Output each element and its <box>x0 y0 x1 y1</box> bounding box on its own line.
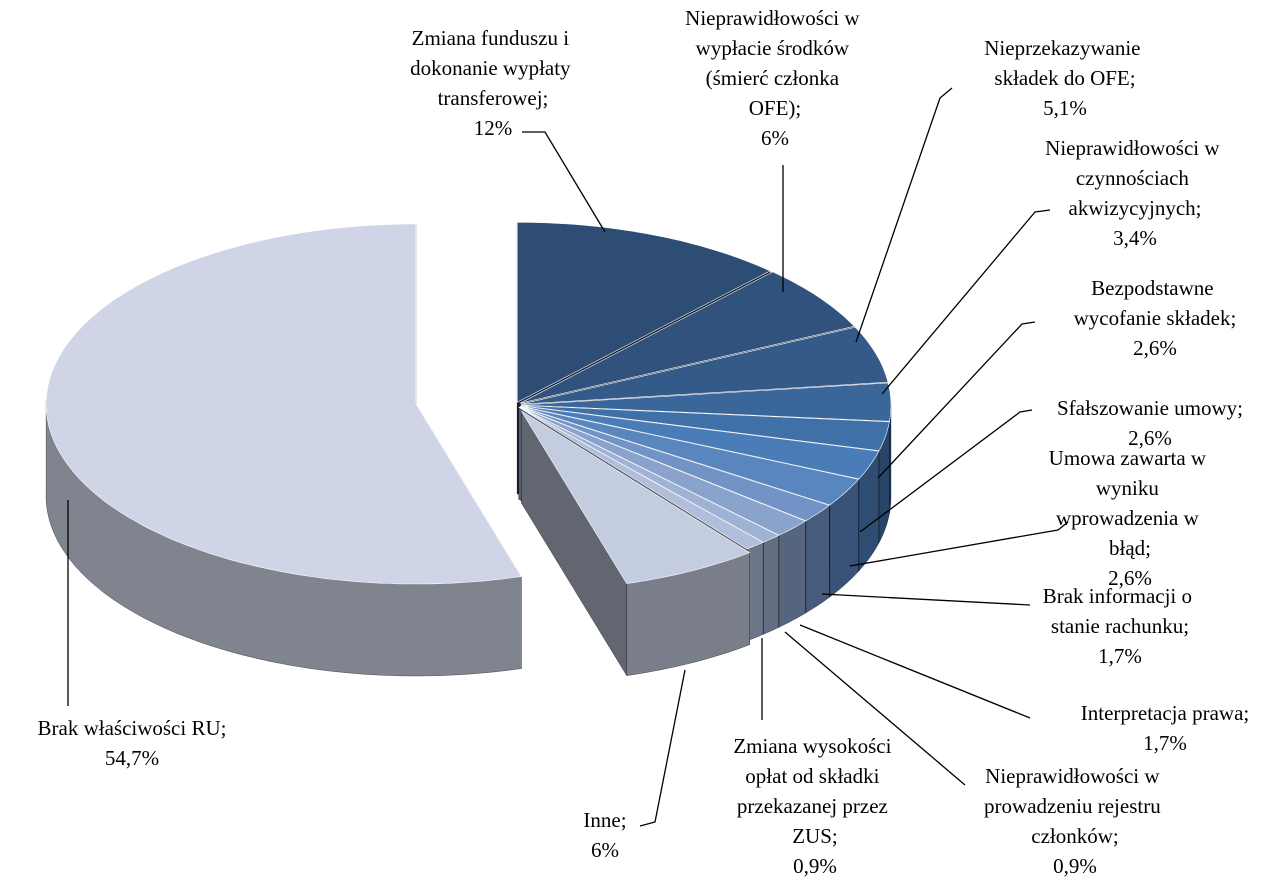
slice <box>520 406 860 506</box>
label-line: członków; <box>1031 824 1118 848</box>
slice <box>519 406 830 522</box>
value-label: 1,7% <box>1098 644 1142 668</box>
label-line: Sfałszowanie umowy; <box>1057 396 1243 420</box>
label-line: przekazanej przez <box>737 794 893 818</box>
slice <box>520 405 880 480</box>
label-line: OFE); <box>749 96 802 120</box>
leader-line <box>877 321 1036 479</box>
category-label: Bezpodstawne wycofanie składek; <box>1074 276 1237 330</box>
label-line: Zmiana wysokości <box>733 734 896 758</box>
category-label: Inne; <box>583 808 626 832</box>
value-label: 3,4% <box>1113 226 1157 250</box>
leader-line <box>849 521 1069 567</box>
label-line: transferowej; <box>438 86 549 110</box>
category-label: Brak informacji o stanie rachunku; <box>1043 584 1198 638</box>
category-label: Zmiana wysokości opłat od składki przeka… <box>733 734 896 848</box>
label-line: Nieprawidłowości w <box>985 764 1165 788</box>
value-label: 12% <box>474 116 513 140</box>
slice <box>519 271 855 404</box>
label-line: wypłacie środków <box>696 36 855 60</box>
label-line: wyniku <box>1096 476 1164 500</box>
value-label: 54,7% <box>105 746 159 770</box>
label-line: wycofanie składek; <box>1074 306 1237 330</box>
label-line: Brak właściwości RU; <box>38 716 227 740</box>
label-line: Nieprawidłowości w <box>1045 136 1225 160</box>
leader-line <box>859 409 1033 533</box>
category-label: Nieprawidłowości w wypłacie środków (śmi… <box>685 6 865 120</box>
slice <box>520 405 890 452</box>
leader-line <box>881 209 1051 395</box>
category-label: Zmiana funduszu i dokonanie wypłaty tran… <box>410 26 576 110</box>
label-line: (śmierć członka <box>706 66 845 90</box>
label-line: akwizycyjnych; <box>1069 196 1202 220</box>
category-label: Nieprzekazywanie składek do OFE; <box>984 36 1146 90</box>
slice-side <box>805 505 830 614</box>
label-line: Interpretacja prawa; <box>1081 701 1249 725</box>
category-label: Brak właściwości RU; <box>38 716 227 740</box>
slice <box>518 406 764 550</box>
value-label: 6% <box>761 126 789 150</box>
value-label: 2,6% <box>1108 566 1152 590</box>
label-line: Inne; <box>583 808 626 832</box>
label-line: Bezpodstawne <box>1091 276 1219 300</box>
leader-line <box>784 631 966 786</box>
slice-side <box>778 520 806 628</box>
category-label: Nieprawidłowości w czynnościach akwizycy… <box>1045 136 1225 220</box>
category-label: Interpretacja prawa; <box>1081 701 1249 725</box>
label-line: dokonanie wypłaty <box>410 56 576 80</box>
category-label: Umowa zawarta w wyniku wprowadzenia w bł… <box>1049 446 1212 560</box>
leader-line <box>855 87 953 343</box>
label-line: ZUS; <box>792 824 838 848</box>
leader-line <box>799 624 1031 719</box>
value-label: 5,1% <box>1043 96 1087 120</box>
label-line: Brak informacji o <box>1043 584 1198 608</box>
label-line: wprowadzenia w <box>1056 506 1204 530</box>
value-label: 0,9% <box>1053 854 1097 878</box>
leader-line <box>639 669 686 827</box>
leader-line <box>522 131 606 233</box>
label-line: opłat od składki <box>745 764 884 788</box>
label-line: Zmiana funduszu i <box>412 26 575 50</box>
label-line: błąd; <box>1109 536 1151 560</box>
value-label: 2,6% <box>1133 336 1177 360</box>
leader-line <box>821 593 1031 606</box>
value-label: 2,6% <box>1128 426 1172 450</box>
slice <box>520 382 892 422</box>
label-line: Nieprzekazywanie <box>984 36 1146 60</box>
label-line: Umowa zawarta w <box>1049 446 1212 470</box>
slice <box>521 410 751 584</box>
category-label: Nieprawidłowości w prowadzeniu rejestru … <box>984 764 1166 848</box>
label-line: Nieprawidłowości w <box>685 6 865 30</box>
value-label: 0,9% <box>793 854 837 878</box>
label-line: stanie rachunku; <box>1051 614 1189 638</box>
category-label: Sfałszowanie umowy; <box>1057 396 1243 420</box>
slice <box>519 406 807 536</box>
slice-side <box>763 535 779 635</box>
slice <box>516 222 771 403</box>
label-line: składek do OFE; <box>994 66 1135 90</box>
label-line: czynnościach <box>1076 166 1194 190</box>
slice <box>520 326 889 405</box>
label-line: prowadzeniu rejestru <box>984 794 1166 818</box>
value-label: 1,7% <box>1143 731 1187 755</box>
slice <box>45 223 522 585</box>
value-label: 6% <box>591 838 619 862</box>
